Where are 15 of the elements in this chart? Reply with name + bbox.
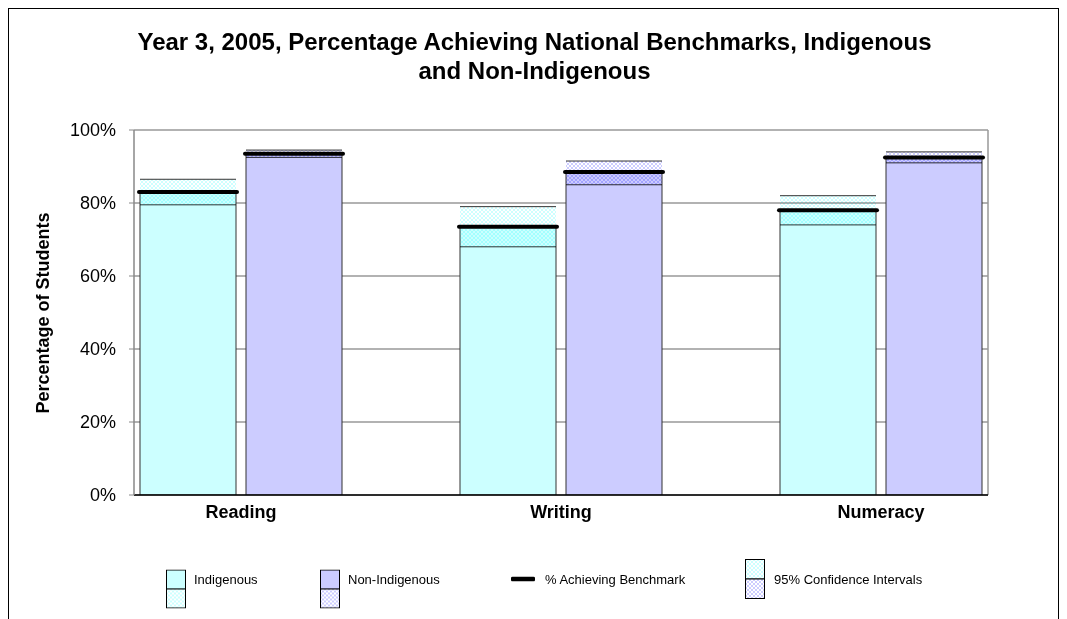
y-tick-label: 40% [79, 339, 116, 360]
chart-title: Year 3, 2005, Percentage Achieving National Benchmarks, Indigenous and Non-Indigenous [136, 27, 933, 85]
y-tick-label: 0% [89, 485, 116, 506]
y-tick-label: 80% [79, 193, 116, 214]
x-tick-label: Numeracy [837, 501, 925, 522]
legend-label: Non-Indigenous [348, 571, 440, 587]
y-axis-title: Percentage of Students [32, 211, 54, 414]
legend-label: Indigenous [194, 571, 258, 587]
y-tick-label: 20% [79, 412, 116, 433]
x-tick-label: Reading [205, 501, 277, 522]
text: 95% Confidence Intervals [774, 571, 923, 587]
x-tick-label: Writing [530, 501, 592, 522]
y-tick-label: 60% [79, 266, 116, 287]
text: % Achieving Benchmark [545, 571, 686, 587]
y-tick-label: 100% [69, 120, 116, 141]
